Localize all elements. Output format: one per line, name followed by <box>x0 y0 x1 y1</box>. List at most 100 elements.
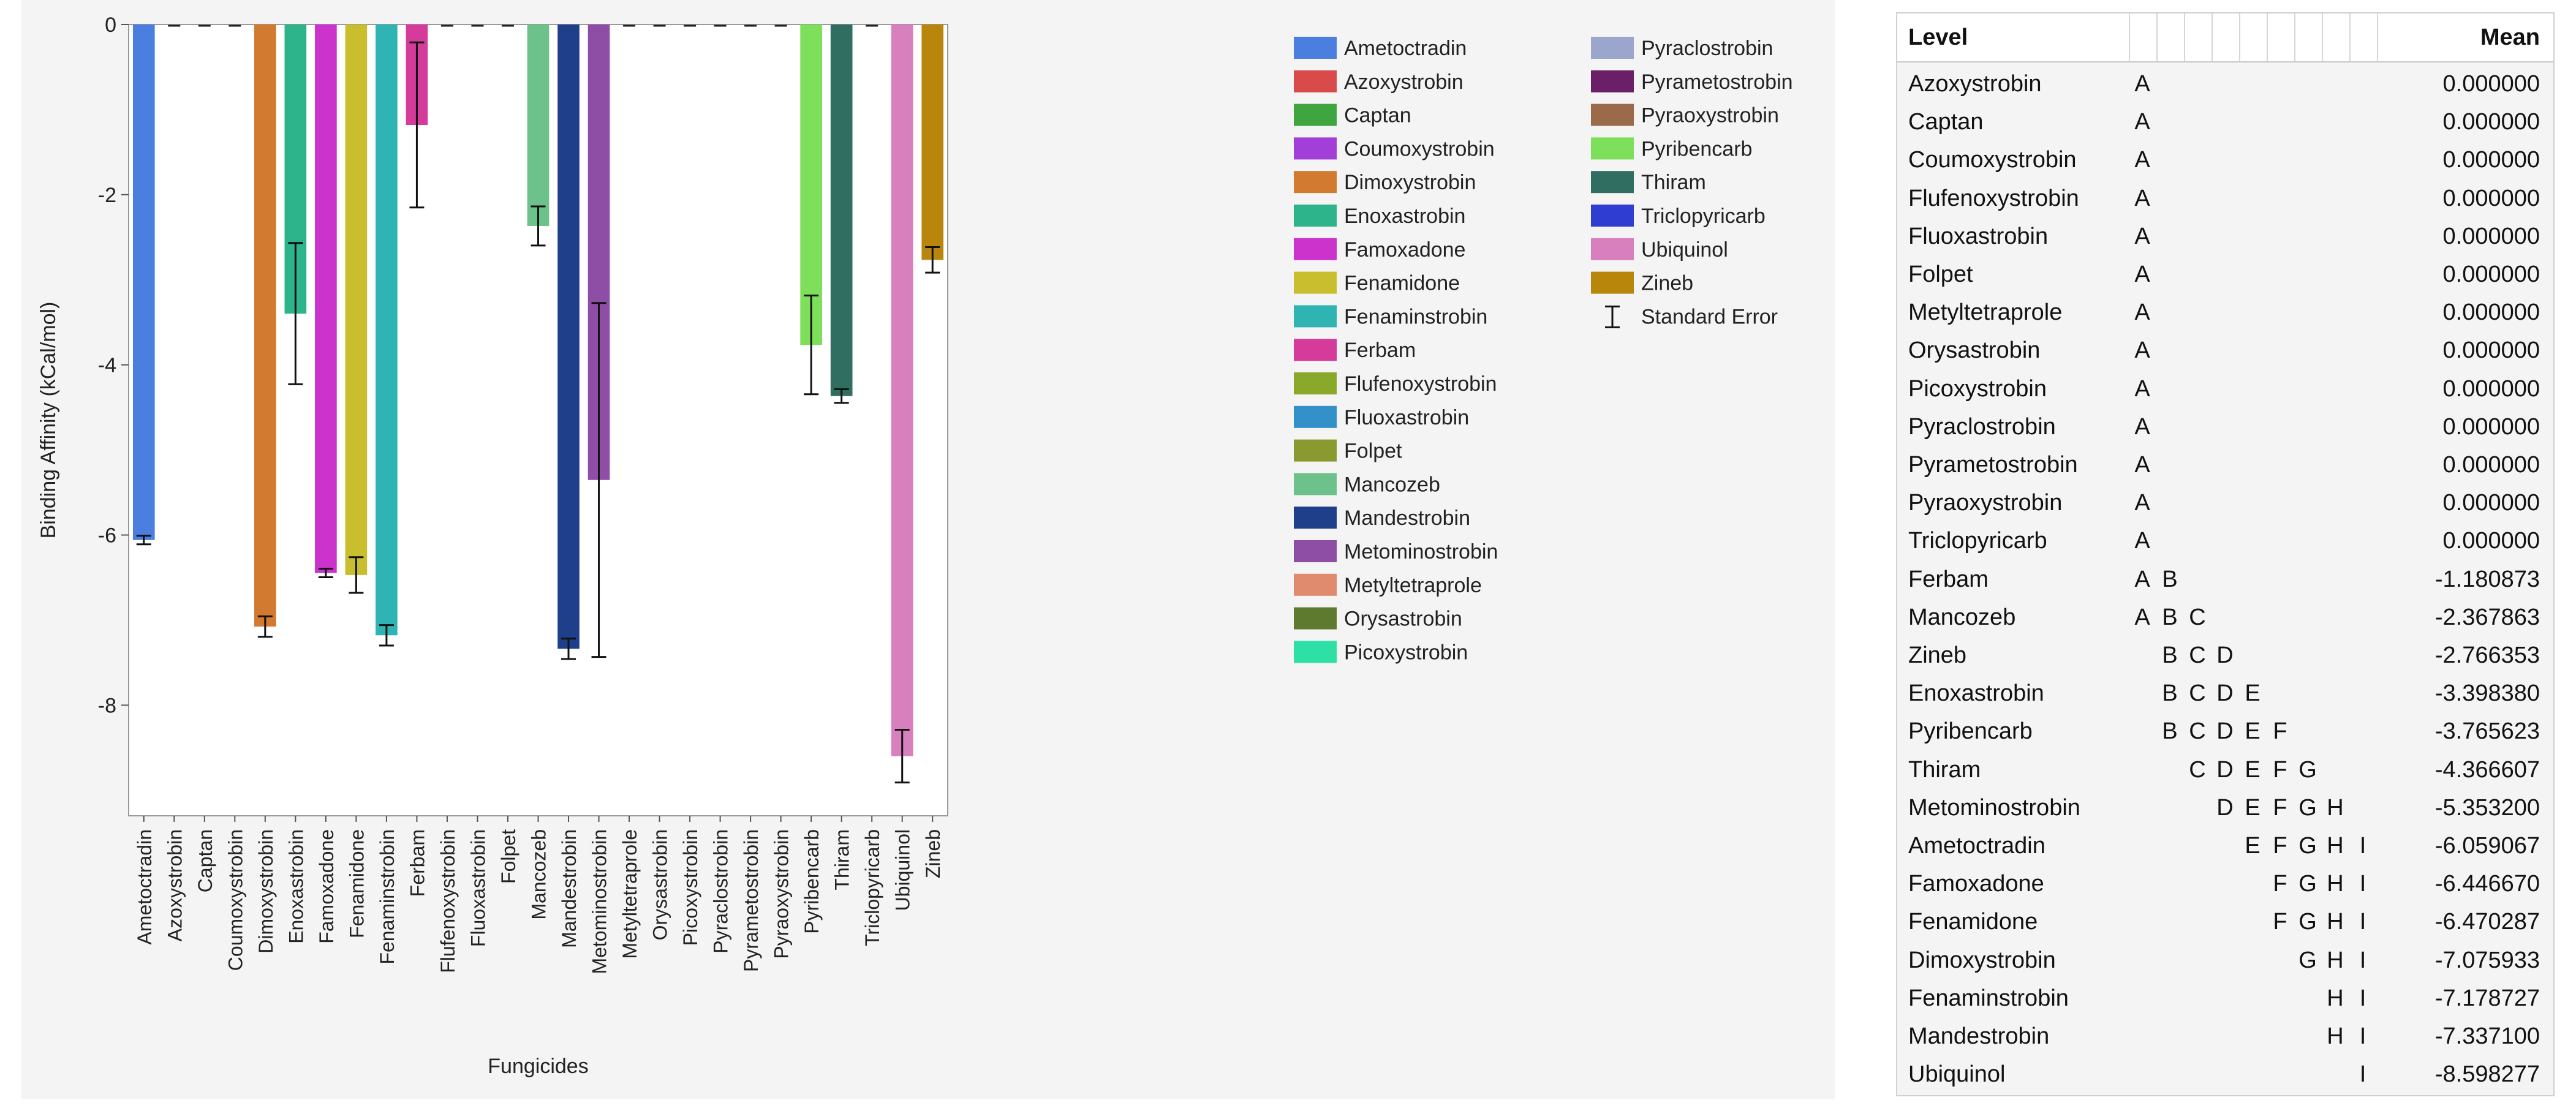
legend-label: Famoxadone <box>1344 238 1465 262</box>
row-letter: D <box>2216 756 2234 783</box>
row-letter: G <box>2298 947 2317 973</box>
x-tick-label: Mancozeb <box>528 829 550 920</box>
x-tick-label: Fenaminstrobin <box>376 829 398 965</box>
legend-label: Enoxastrobin <box>1344 205 1465 228</box>
legend-swatch-dimoxystrobin <box>1294 171 1337 194</box>
legend-label: Pyraclostrobin <box>1641 37 1773 60</box>
row-mean: 0.000000 <box>2442 71 2540 97</box>
row-letter: G <box>2298 871 2317 897</box>
row-level: Orysastrobin <box>1908 337 2041 364</box>
row-mean: -2.367863 <box>2434 604 2540 630</box>
row-letter: E <box>2245 794 2261 821</box>
row-letter: F <box>2273 756 2287 783</box>
bar-pyribencarb <box>800 24 822 345</box>
table-row: Pyrametostrobin A 0.000000 <box>1897 446 2553 484</box>
x-tick-label: Pyribencarb <box>801 829 823 934</box>
table-row: Thiram C D E F G -4.366607 <box>1897 751 2553 789</box>
legend-label: Picoxystrobin <box>1344 641 1468 664</box>
row-letter: B <box>2162 680 2178 707</box>
legend-swatch-mancozeb <box>1294 473 1337 495</box>
row-level: Pyraclostrobin <box>1908 413 2056 440</box>
row-letter: A <box>2134 147 2150 173</box>
row-letter: C <box>2189 680 2206 707</box>
row-letter: A <box>2134 490 2150 516</box>
legend-label: Pyribencarb <box>1641 137 1752 160</box>
row-mean: -6.059067 <box>2434 833 2540 859</box>
x-tick-label: Triclopyricarb <box>861 829 883 946</box>
legend-swatch-ubiquinol <box>1591 238 1634 260</box>
legend-label: Pyrametostrobin <box>1641 70 1793 94</box>
row-letter: E <box>2245 718 2261 745</box>
x-tick-label: Ferbam <box>406 829 428 897</box>
row-letter: H <box>2327 1023 2344 1049</box>
row-level: Folpet <box>1908 262 1973 287</box>
table-header-divider <box>2267 13 2268 61</box>
row-level: Coumoxystrobin <box>1908 147 2077 173</box>
legend-label: Mandestrobin <box>1344 507 1470 530</box>
bar-chart: 0 -2 -4 -6 -8 Binding Affinity (kCal/mol) Amet… <box>37 13 1793 1078</box>
table-header-divider <box>2322 13 2323 61</box>
row-level: Metominostrobin <box>1908 794 2080 821</box>
row-letter: C <box>2189 718 2206 745</box>
row-level: Triclopyricarb <box>1908 528 2047 554</box>
table-header-divider <box>2156 13 2158 61</box>
legend-label: Folpet <box>1344 440 1402 463</box>
row-level: Fenaminstrobin <box>1908 985 2069 1011</box>
x-tick-label: Ametoctradin <box>134 829 156 945</box>
row-level: Mancozeb <box>1908 604 2016 630</box>
legend-swatch-picoxystrobin <box>1294 641 1337 663</box>
row-letter: I <box>2359 909 2366 935</box>
row-mean: -1.180873 <box>2434 566 2540 592</box>
legend-swatch-famoxadone <box>1294 238 1337 260</box>
legend-swatch-orysastrobin <box>1294 607 1337 630</box>
legend-label: Dimoxystrobin <box>1344 171 1476 194</box>
row-mean: 0.000000 <box>2442 299 2540 326</box>
legend-label: Orysastrobin <box>1344 608 1462 631</box>
row-letter: E <box>2245 756 2261 783</box>
x-tick-label: Mandestrobin <box>558 829 580 948</box>
row-level: Flufenoxystrobin <box>1908 185 2079 211</box>
row-letter: D <box>2216 680 2234 707</box>
row-letter: G <box>2298 833 2317 859</box>
x-tick-label: Flufenoxystrobin <box>437 829 459 973</box>
row-level: Famoxadone <box>1908 871 2044 897</box>
legend-label: Fluoxastrobin <box>1344 406 1469 429</box>
row-letter: D <box>2216 642 2234 668</box>
table-header-level: Level <box>1908 24 1968 50</box>
row-letter: H <box>2327 909 2344 935</box>
y-tick-label: -2 <box>98 184 116 207</box>
row-letter: A <box>2134 452 2150 478</box>
row-letter: I <box>2359 833 2366 859</box>
legend-label: Fenamidone <box>1344 272 1460 295</box>
row-level: Pyraoxystrobin <box>1908 490 2063 516</box>
y-axis-label: Binding Affinity (kCal/mol) <box>37 302 60 539</box>
row-letter: D <box>2216 794 2234 821</box>
y-tick-label: -8 <box>98 694 116 717</box>
table-row: Fenaminstrobin H I -7.178727 <box>1897 979 2553 1017</box>
row-letter: I <box>2359 947 2366 973</box>
x-tick-label: Zineb <box>922 829 944 878</box>
row-letter: E <box>2245 833 2261 859</box>
table-row: Ubiquinol I -8.598277 <box>1897 1055 2553 1093</box>
legend-swatch-mandestrobin <box>1294 507 1337 529</box>
row-letter: A <box>2134 223 2150 249</box>
table-row: Fenamidone F G H I -6.470287 <box>1897 903 2553 941</box>
table-row: Flufenoxystrobin A 0.000000 <box>1897 179 2553 217</box>
row-letter: A <box>2134 109 2150 135</box>
table-header-divider <box>2129 13 2130 61</box>
legend-swatch-enoxastrobin <box>1294 205 1337 227</box>
table-row: Ferbam A B -1.180873 <box>1897 560 2553 598</box>
legend-swatch-folpet <box>1294 439 1337 462</box>
row-letter: I <box>2359 1023 2366 1049</box>
row-letter: A <box>2134 566 2150 592</box>
legend-swatch-pyrametostrobin <box>1591 70 1634 92</box>
bar-thiram <box>830 24 853 396</box>
row-level: Pyribencarb <box>1908 718 2033 745</box>
table-row: Ametoctradin E F G H I -6.059067 <box>1897 827 2553 865</box>
row-level: Mandestrobin <box>1908 1023 2050 1049</box>
table-row: Metominostrobin D E F G H -5.353200 <box>1897 789 2553 827</box>
row-mean: -7.075933 <box>2434 947 2540 973</box>
legend-swatch-pyribencarb <box>1591 137 1634 160</box>
x-tick-label: Pyrametostrobin <box>740 829 762 972</box>
legend-label: Triclopyricarb <box>1641 205 1766 228</box>
